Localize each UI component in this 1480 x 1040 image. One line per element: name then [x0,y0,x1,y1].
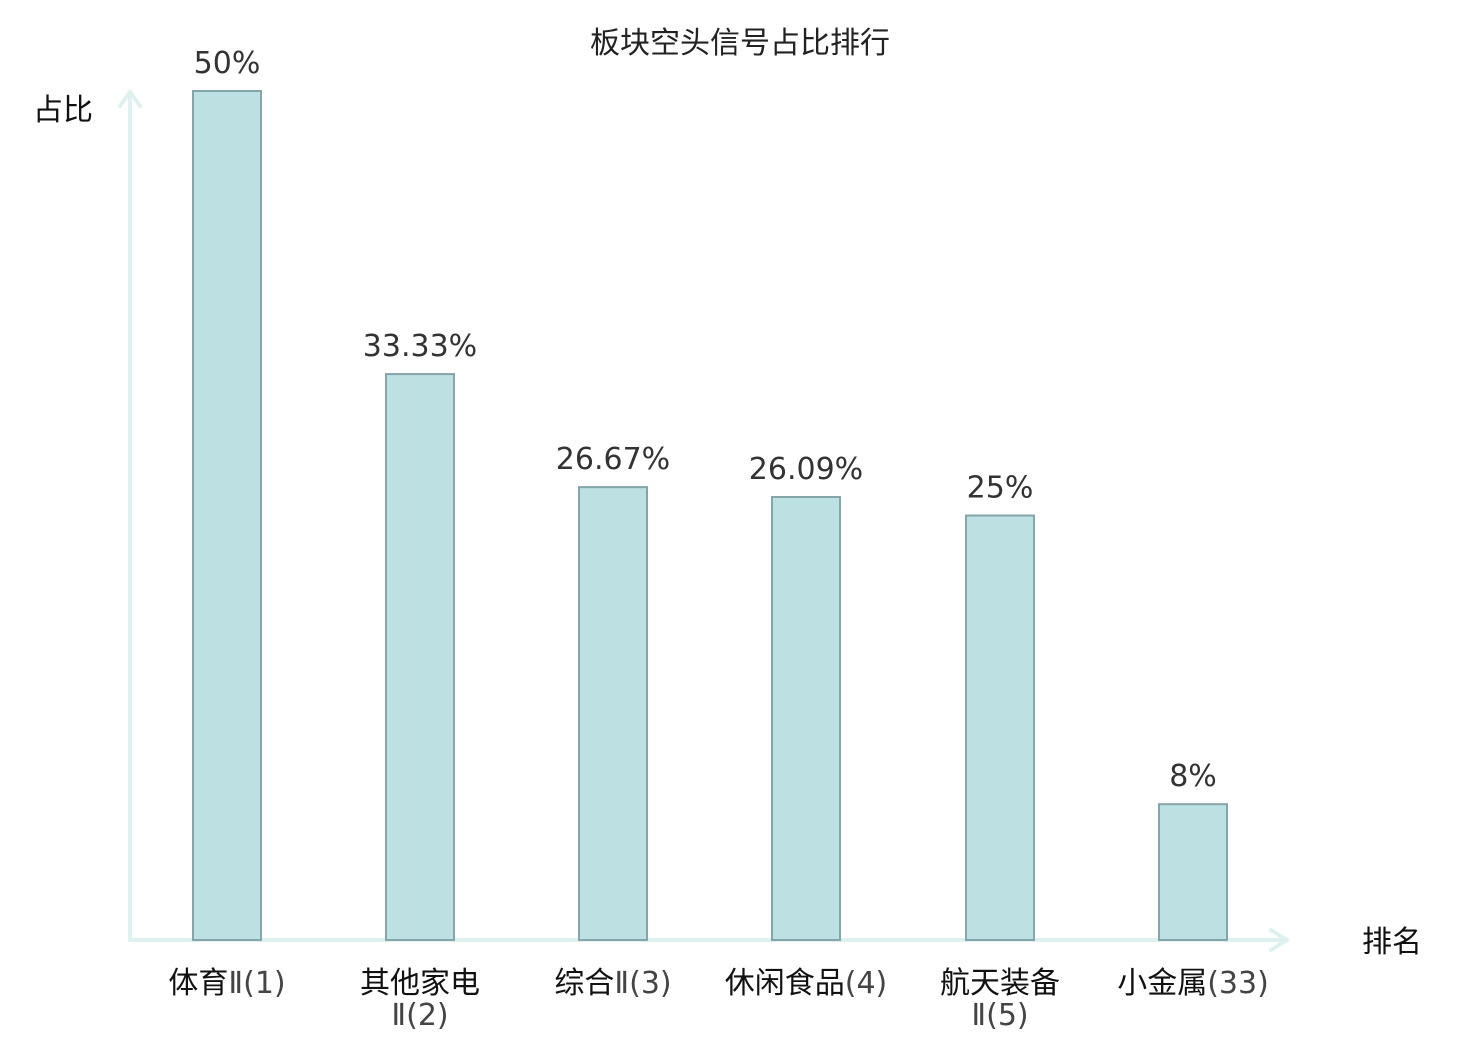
category-label: 小金属(33) [1117,966,1269,1001]
category-rank: (33) [1207,966,1269,1001]
y-axis-title: 占比 [33,93,93,128]
category-name: 体育 [168,966,228,1001]
bar [385,373,455,942]
category-name: 休闲食品 [725,966,845,1001]
category-rank: Ⅱ(3) [614,966,671,1001]
category-rank: (4) [845,966,888,1001]
axes [118,90,1289,952]
category-label: 其他家电 [360,966,480,1001]
bar [192,90,262,941]
category-name: 其他家电 [360,966,480,1001]
category-label: Ⅱ(2) [391,998,448,1033]
category-label: 航天装备 [940,966,1060,1001]
value-label: 26.67% [556,442,670,477]
category-label: Ⅱ(5) [971,998,1028,1033]
value-label: 26.09% [749,452,863,487]
bar [965,514,1035,941]
value-label: 8% [1169,759,1217,794]
chart-title: 板块空头信号占比排行 [590,26,890,61]
bar [578,486,648,941]
value-labels-group: 50% 33.33% 26.67% 26.09% 25% 8% [194,46,1217,794]
category-rank: Ⅱ(5) [971,998,1028,1033]
bar [771,495,841,941]
value-label: 33.33% [363,329,477,364]
category-name: 小金属 [1117,966,1207,1001]
category-label: 体育Ⅱ(1) [168,966,285,1001]
y-axis-arrow [118,90,142,108]
category-name: 综合 [554,966,614,1001]
category-label: 休闲食品(4) [725,966,888,1001]
bars-group [192,90,1228,942]
x-axis-title: 排名 [1362,925,1422,960]
category-rank: Ⅱ(2) [391,998,448,1033]
category-label: 综合Ⅱ(3) [554,966,671,1001]
value-label: 50% [194,46,261,81]
value-label: 25% [967,471,1034,506]
category-name: 航天装备 [940,966,1060,1001]
x-axis-arrow [1269,928,1289,952]
category-rank: Ⅱ(1) [228,966,285,1001]
bar [1158,803,1228,941]
